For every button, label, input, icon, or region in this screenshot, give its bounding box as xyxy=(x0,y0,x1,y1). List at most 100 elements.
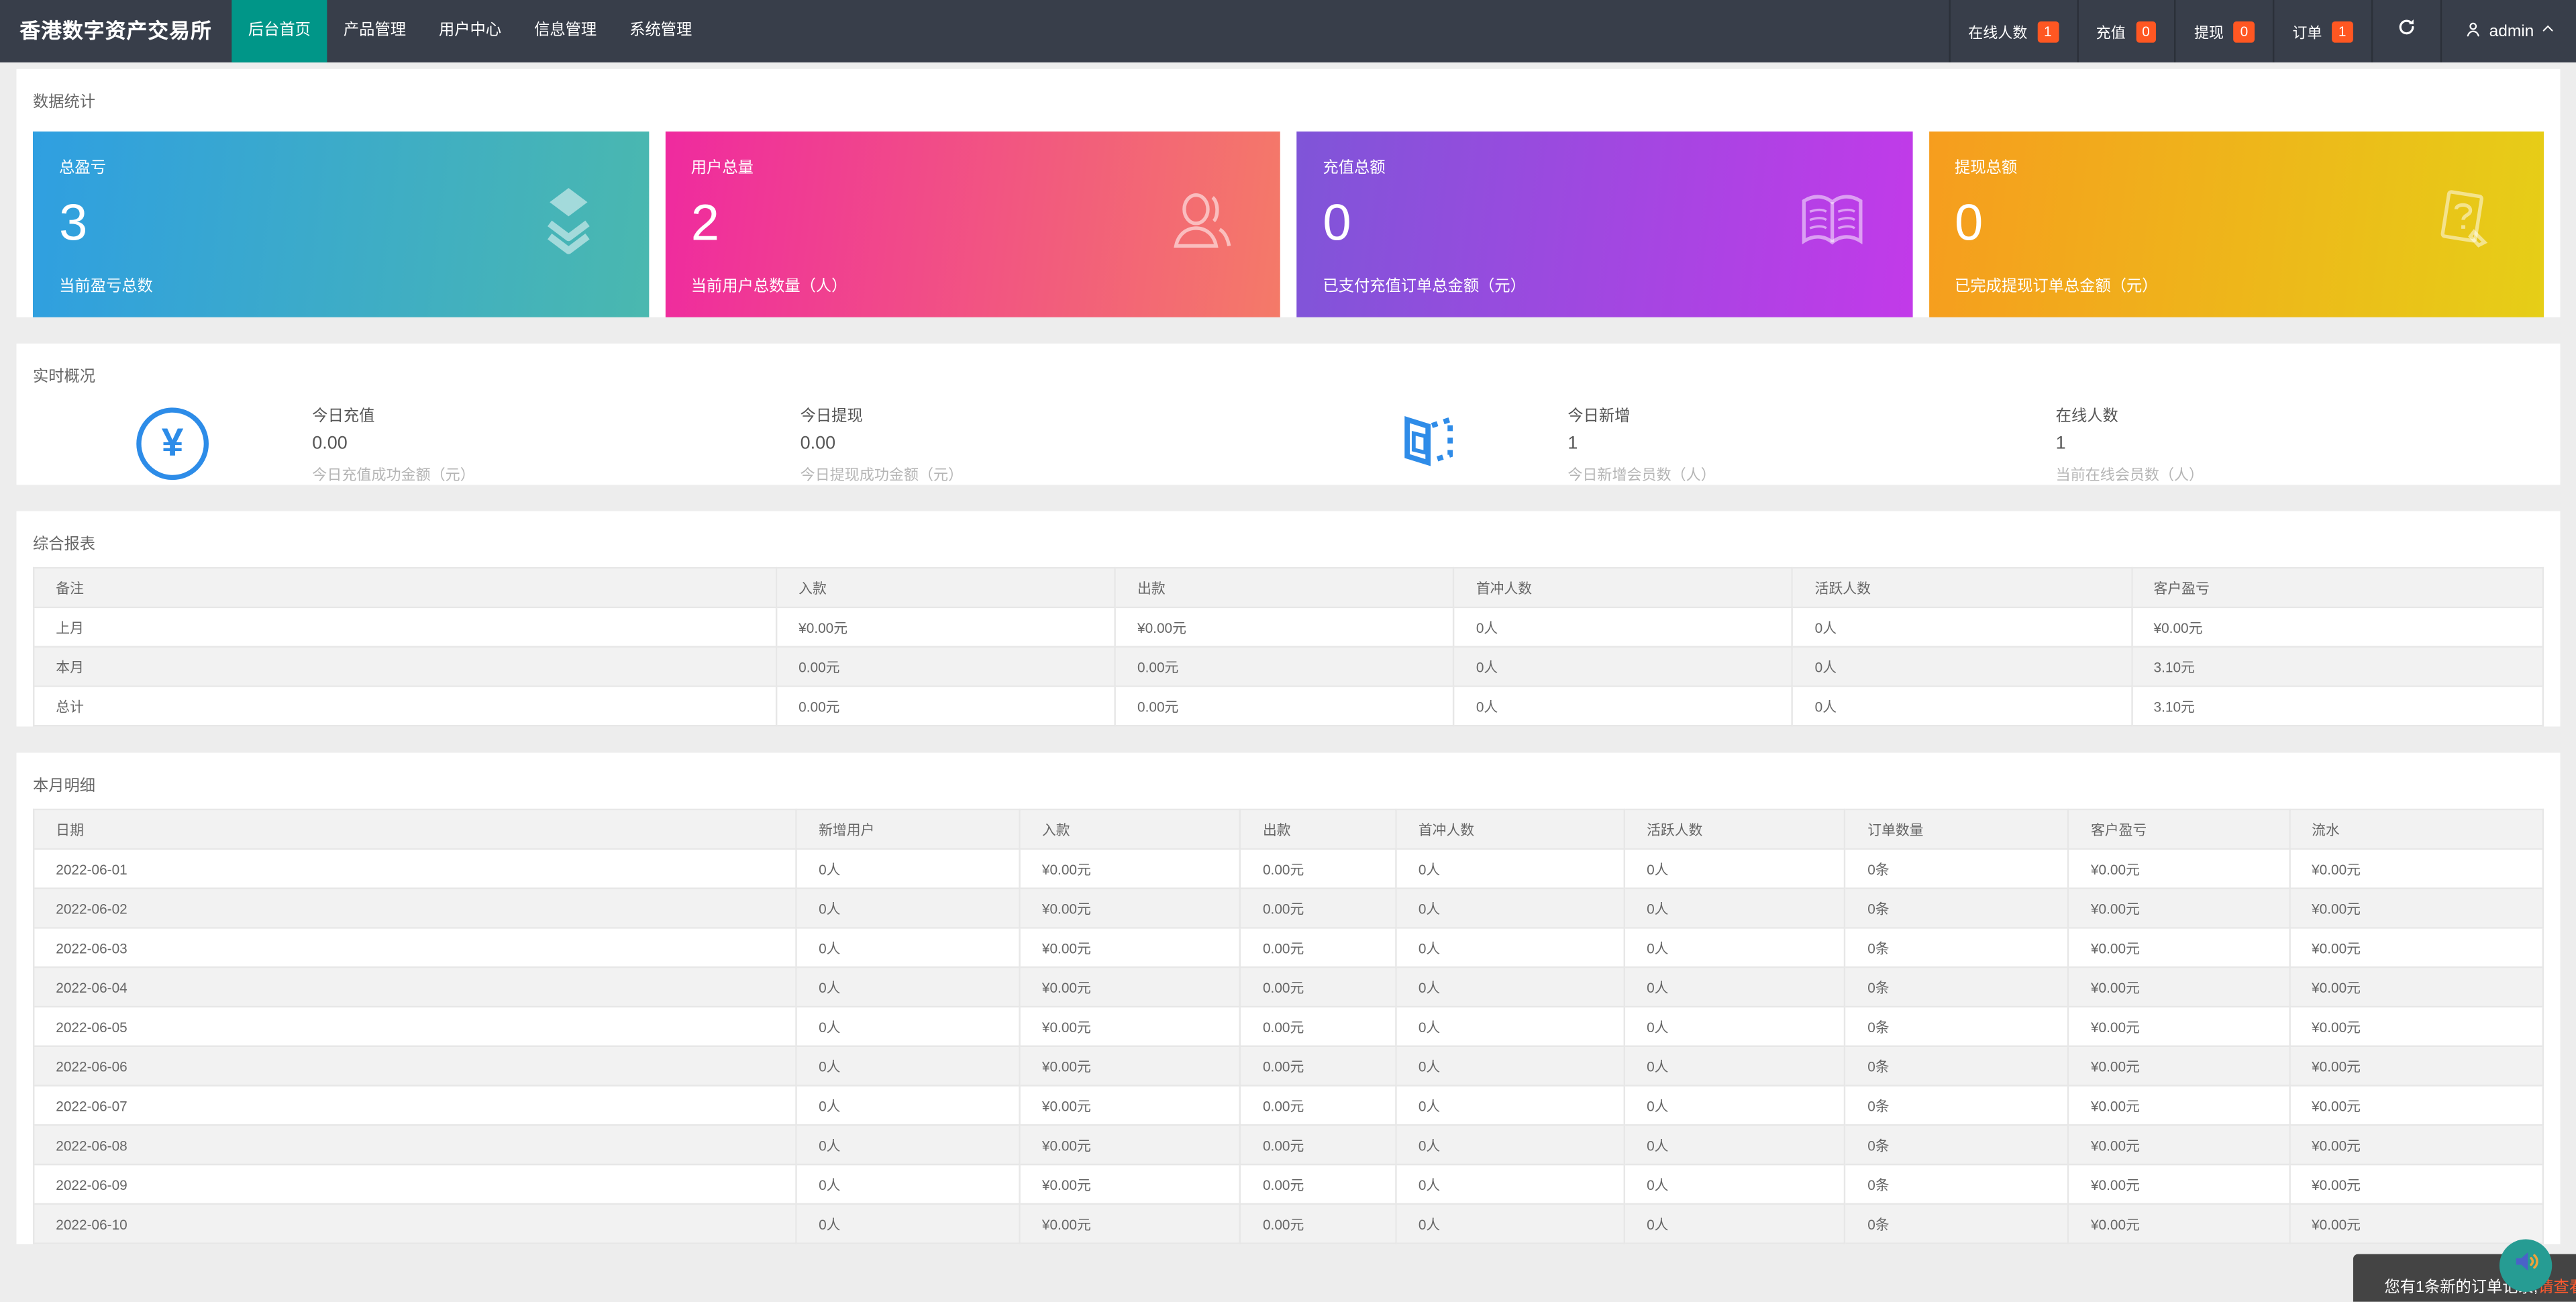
monthly-table-wrap: 日期 新增用户 入款 出款 首冲人数 活跃人数 订单数量 客户盈亏 流水 2022-06-01 0人… xyxy=(32,808,2544,1244)
column-header: 活跃人数 xyxy=(1792,566,2132,609)
table-cell: 2022-06-04 xyxy=(32,966,798,1008)
notification-speaker-button[interactable] xyxy=(2499,1239,2553,1292)
table-cell: ¥0.00元 xyxy=(2067,927,2291,968)
table-cell: 2022-06-02 xyxy=(32,887,798,929)
table-cell: ¥0.00元 xyxy=(2288,927,2544,968)
column-header: 出款 xyxy=(1114,566,1455,609)
table-cell: 0.00元 xyxy=(1239,1163,1397,1205)
column-header: 日期 xyxy=(32,808,798,850)
realtime-row: ¥ 今日充值 0.00 今日充值成功金额（元） 今日提现 0.00 今日提现成功… xyxy=(33,403,2544,485)
realtime-desc: 当前在线会员数（人） xyxy=(2055,466,2204,484)
table-row: 2022-06-09 0人 ¥0.00元 0.00元 0人 0人 0条 ¥0.00元 ¥0.00… xyxy=(32,1163,2544,1205)
column-header: 入款 xyxy=(1019,808,1242,850)
nav-tab-products[interactable]: 产品管理 xyxy=(327,0,422,62)
speaker-icon xyxy=(2510,1246,2542,1285)
table-cell: 0人 xyxy=(1395,1124,1626,1166)
card-desc: 当前盈亏总数 xyxy=(59,277,153,296)
nav-tab-user-center[interactable]: 用户中心 xyxy=(423,0,518,62)
nav-stat-orders[interactable]: 订单 1 xyxy=(2272,0,2371,63)
table-cell: 0人 xyxy=(1395,927,1626,968)
table-cell: 0.00元 xyxy=(1239,1085,1397,1126)
table-row: 2022-06-04 0人 ¥0.00元 0.00元 0人 0人 0条 ¥0.00元 ¥0.00… xyxy=(32,966,2544,1008)
table-cell: 0.00元 xyxy=(1239,1203,1397,1244)
realtime-section-title: 实时概况 xyxy=(32,368,96,387)
nav-stat-withdraw[interactable]: 提现 0 xyxy=(2174,0,2273,63)
realtime-desc: 今日提现成功金额（元） xyxy=(800,466,964,484)
table-cell: 0条 xyxy=(1844,1163,2070,1205)
card-label: 用户总量 xyxy=(690,159,754,178)
table-cell: 0条 xyxy=(1844,927,2070,968)
realtime-group-0: ¥ 今日充值 0.00 今日充值成功金额（元） 今日提现 0.00 今日提现成功… xyxy=(33,403,1288,485)
nav-tab-label: 后台首页 xyxy=(248,21,311,40)
table-cell: ¥0.00元 xyxy=(1019,1124,1242,1166)
realtime-value: 1 xyxy=(2055,434,2066,454)
refresh-button[interactable] xyxy=(2371,0,2440,63)
table-cell: ¥0.00元 xyxy=(2130,606,2544,648)
table-cell: 0.00元 xyxy=(1239,1124,1397,1166)
realtime-label: 今日新增 xyxy=(1567,407,1631,426)
table-cell: 0.00元 xyxy=(1239,848,1397,889)
table-cell: ¥0.00元 xyxy=(1019,1005,1242,1048)
table-cell: 0.00元 xyxy=(1239,1045,1397,1087)
table-cell: ¥0.00元 xyxy=(2288,848,2544,889)
realtime-label: 在线人数 xyxy=(2055,407,2118,426)
realtime-today-recharge: 今日充值 0.00 今日充值成功金额（元） xyxy=(312,403,800,485)
nav-tab-dashboard[interactable]: 后台首页 xyxy=(231,0,327,63)
table-cell: 0人 xyxy=(1623,1085,1847,1126)
table-cell: 0人 xyxy=(1623,848,1847,889)
stat-cards: 总盈亏 3 当前盈亏总数 用户总量 2 当前用户总数量（人） 充值总额 0 已支… xyxy=(32,131,2544,317)
brand: 香港数字资产交易所 xyxy=(19,19,212,43)
realtime-today-new-users: 今日新增 1 今日新增会员数（人） xyxy=(1567,403,2055,485)
table-cell: ¥0.00元 xyxy=(2067,1203,2291,1244)
nav-stat-label: 提现 xyxy=(2194,23,2224,41)
building-icon xyxy=(1397,409,1459,479)
doc-question-icon xyxy=(2426,183,2502,266)
nav-stat-recharge[interactable]: 充值 0 xyxy=(2076,0,2174,63)
realtime-desc: 今日新增会员数（人） xyxy=(1567,466,1716,484)
table-cell: 0.00元 xyxy=(775,685,1117,727)
count-badge: 1 xyxy=(2037,20,2059,42)
table-row: 2022-06-03 0人 ¥0.00元 0.00元 0人 0人 0条 ¥0.00元 ¥0.00… xyxy=(32,927,2544,968)
stat-card-total-recharge: 充值总额 0 已支付充值订单总金额（元） xyxy=(1296,131,1912,317)
table-cell: 2022-06-05 xyxy=(32,1005,798,1048)
summary-table-wrap: 备注 入款 出款 首冲人数 活跃人数 客户盈亏 上月 ¥0.00元 ¥0.00元 0人 0人 ¥0.0… xyxy=(32,566,2544,727)
summary-section-title: 综合报表 xyxy=(32,536,96,554)
table-row: 总计 0.00元 0.00元 0人 0人 3.10元 xyxy=(32,685,2544,727)
table-cell: ¥0.00元 xyxy=(2288,1203,2544,1244)
table-cell: 2022-06-09 xyxy=(32,1163,798,1205)
table-cell: 0人 xyxy=(1395,887,1626,929)
count-badge: 0 xyxy=(2135,20,2157,42)
nav-tab-label: 用户中心 xyxy=(438,21,502,40)
table-cell: ¥0.00元 xyxy=(2067,966,2291,1008)
table-cell: ¥0.00元 xyxy=(2288,966,2544,1008)
realtime-panel: 实时概况 ¥ 今日充值 0.00 今日充值成功金额（元） 今日提现 0.00 今… xyxy=(16,343,2561,485)
monthly-section-title: 本月明细 xyxy=(32,777,96,796)
table-cell: 0.00元 xyxy=(1239,1005,1397,1048)
table-cell: 0人 xyxy=(1623,1045,1847,1087)
nav-tab-info[interactable]: 信息管理 xyxy=(518,0,613,62)
card-label: 充值总额 xyxy=(1323,159,1386,178)
column-header: 流水 xyxy=(2288,808,2544,850)
nav-stat-online-count[interactable]: 在线人数 1 xyxy=(1948,0,2076,63)
table-cell: 0人 xyxy=(1792,646,2132,687)
table-row: 上月 ¥0.00元 ¥0.00元 0人 0人 ¥0.00元 xyxy=(32,606,2544,648)
table-cell: 2022-06-08 xyxy=(32,1124,798,1166)
table-cell: 0人 xyxy=(795,927,1021,968)
count-badge: 1 xyxy=(2332,20,2353,42)
layers-icon xyxy=(530,183,606,266)
nav-stats: 在线人数 1 充值 0 提现 0 订单 1 xyxy=(1948,0,2371,63)
column-header: 客户盈亏 xyxy=(2067,808,2291,850)
nav-tab-system[interactable]: 系统管理 xyxy=(613,0,709,62)
table-cell: ¥0.00元 xyxy=(2288,1045,2544,1087)
table-cell: ¥0.00元 xyxy=(1019,1045,1242,1087)
column-header: 首冲人数 xyxy=(1453,566,1794,609)
table-cell: 0人 xyxy=(1623,927,1847,968)
realtime-value: 0.00 xyxy=(312,434,348,454)
table-cell: 0.00元 xyxy=(1114,685,1455,727)
book-icon xyxy=(1794,183,1869,266)
realtime-online-users: 在线人数 1 当前在线会员数（人） xyxy=(2056,403,2544,485)
user-menu[interactable]: admin xyxy=(2440,0,2576,63)
users-icon xyxy=(1162,183,1237,266)
table-row: 2022-06-07 0人 ¥0.00元 0.00元 0人 0人 0条 ¥0.00元 ¥0.00… xyxy=(32,1085,2544,1126)
